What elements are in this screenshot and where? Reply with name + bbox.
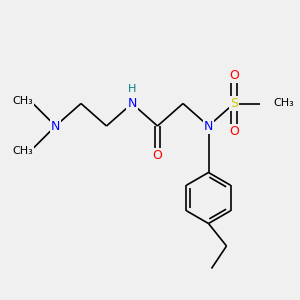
Text: CH₃: CH₃ [12,96,33,106]
Text: N: N [204,119,213,133]
Text: N: N [51,119,60,133]
Text: H: H [128,83,136,94]
Text: O: O [153,149,162,162]
Text: N: N [127,97,137,110]
Text: O: O [229,68,239,82]
Text: S: S [230,97,238,110]
Text: CH₃: CH₃ [12,146,33,156]
Text: CH₃: CH₃ [273,98,294,109]
Text: O: O [229,125,239,139]
